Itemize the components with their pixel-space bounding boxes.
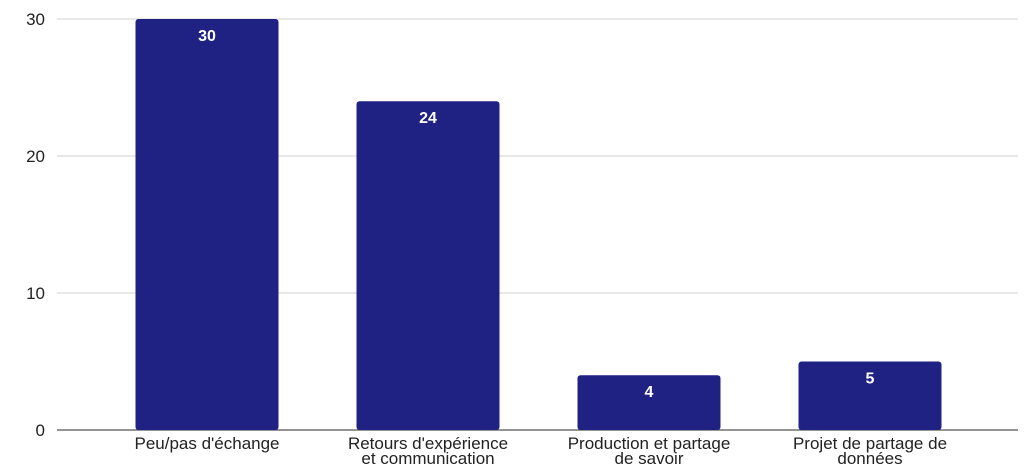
bar [798,361,942,430]
data-label: 24 [419,110,437,127]
x-tick-label: Production et partage de savoir [568,434,731,468]
x-tick-label-line: et communication [361,449,494,468]
bar [135,19,279,430]
x-axis-ticks: Peu/pas d'échange Retours d'expérience et … [134,434,947,468]
x-tick-label-line: Retours d'expérience [348,434,508,453]
bar [577,375,721,430]
bar [356,101,500,430]
data-label: 4 [645,384,654,401]
data-labels: 30 24 4 5 [198,28,874,401]
x-tick-label: Projet de partage de données [793,434,947,468]
x-tick-label-line: de savoir [615,449,684,468]
x-tick-label: Peu/pas d'échange [134,434,279,453]
y-tick-label: 0 [36,421,45,440]
y-tick-label: 20 [26,147,45,166]
bars [135,19,942,430]
x-tick-label-line: Production et partage [568,434,731,453]
x-tick-label-line: Peu/pas d'échange [134,434,279,453]
x-tick-label: Retours d'expérience et communication [348,434,508,468]
x-tick-label-line: Projet de partage de [793,434,947,453]
data-label: 5 [866,371,875,388]
y-axis-ticks: 0 10 20 30 [26,10,45,440]
y-tick-label: 10 [26,284,45,303]
y-tick-label: 30 [26,10,45,29]
data-label: 30 [198,28,216,45]
x-tick-label-line: données [837,449,902,468]
